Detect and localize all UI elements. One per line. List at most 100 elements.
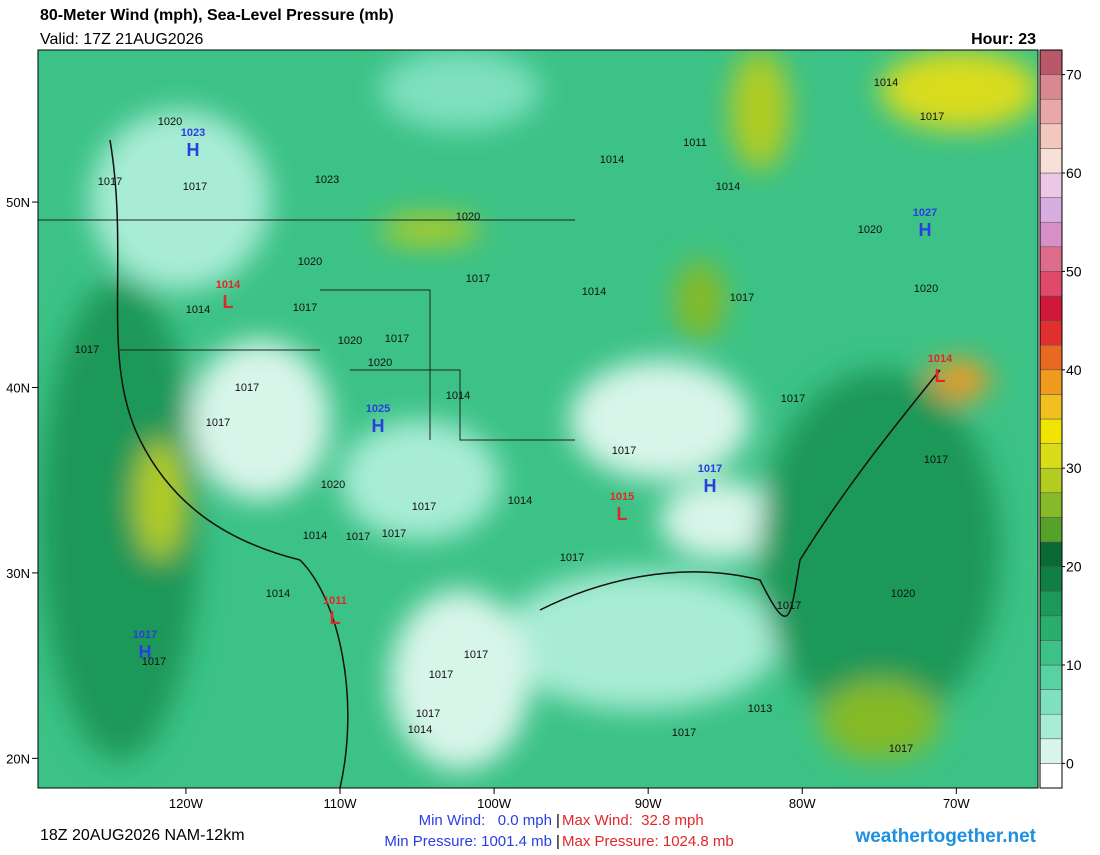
lon-label: 80W [789,796,816,811]
colorbar-label: 20 [1066,559,1082,575]
isobar-label: 1014 [874,77,898,89]
isobar-label: 1020 [456,211,480,223]
valid-time: Valid: 17Z 21AUG2026 [40,31,203,48]
lon-label: 90W [635,796,662,811]
lon-label: 110W [324,796,358,811]
colorbar-label: 30 [1066,460,1082,476]
colorbar-frame [1039,49,1063,789]
colorbar-band [1039,615,1063,641]
lat-label: 50N [6,195,30,210]
colorbar-band [1039,320,1063,346]
isobar-label: 1017 [924,454,948,466]
isobar-label: 1020 [914,283,938,295]
pressure-center-value: 1017 [133,629,157,641]
lon-label: 70W [943,796,970,811]
isobar-label: 1023 [315,174,339,186]
isobar-label: 1017 [612,445,636,457]
colorbar-band [1039,369,1063,395]
colorbar-band [1039,763,1063,789]
colorbar-band [1039,566,1063,592]
isobar-label: 1020 [321,479,345,491]
isobar-label: 1014 [303,530,327,542]
pressure-center-symbol: H [704,476,717,496]
isobar-label: 1017 [412,501,436,513]
isobar-label: 1014 [508,495,532,507]
isobar-label: 1011 [683,137,707,149]
colorbar-label: 0 [1066,755,1074,771]
max-pressure: Max Pressure: 1024.8 mb [562,833,734,850]
colorbar-band [1039,590,1063,617]
colorbar-band [1039,246,1063,272]
isobar-label: 1017 [672,727,696,739]
pressure-center-symbol: L [330,608,341,628]
colorbar-band [1039,418,1063,444]
wind-field [38,50,1038,788]
colorbar-label: 40 [1066,362,1082,378]
colorbar: 0 10 20 30 40 50 60 70 [1039,49,1082,789]
isobar-label: 1014 [446,390,470,402]
isobar-label: 1017 [235,382,259,394]
pressure-center-symbol: H [919,220,932,240]
separator: | [556,812,560,829]
pressure-center-value: 1011 [323,595,347,607]
isobar-label: 1017 [416,708,440,720]
colorbar-band [1039,713,1063,740]
isobar-label: 1017 [464,649,488,661]
colorbar-band [1039,344,1063,371]
isobar-label: 1017 [889,743,913,755]
site-name: weathertogether.net [854,826,1036,847]
isobar-label: 1017 [75,344,99,356]
colorbar-band [1039,738,1063,764]
isobar-label: 1017 [730,292,754,304]
model-run: 18Z 20AUG2026 NAM-12km [40,827,245,844]
min-wind: Min Wind: 0.0 mph [419,812,552,829]
isobar-label: 1017 [183,181,207,193]
isobar-label: 1017 [385,333,409,345]
pressure-center-value: 1015 [610,491,634,503]
colorbar-band [1039,148,1063,174]
isobar-label: 1014 [186,304,210,316]
pressure-center-value: 1023 [181,127,205,139]
isobar-label: 1014 [408,724,432,736]
isobar-label: 1014 [266,588,290,600]
colorbar-band [1039,467,1063,494]
forecast-hour: Hour: 23 [971,31,1036,48]
isobar-label: 1017 [560,552,584,564]
lat-label: 40N [6,380,30,395]
pressure-center-symbol: H [187,140,200,160]
colorbar-band [1039,541,1063,567]
colorbar-band [1039,295,1063,321]
isobar-label: 1020 [891,588,915,600]
isobar-label: 1017 [98,176,122,188]
map-frame [37,49,1039,789]
colorbar-band [1039,221,1063,248]
lon-label: 120W [169,796,204,811]
colorbar-label: 70 [1066,67,1082,83]
isobar-label: 1017 [429,669,453,681]
colorbar-band [1039,74,1063,100]
isobar-label: 1020 [368,357,392,369]
pressure-center-symbol: H [372,416,385,436]
isobar-label: 1017 [382,528,406,540]
colorbar-band [1039,664,1063,690]
colorbar-band [1039,98,1063,125]
colorbar-band [1039,443,1063,469]
pressure-center-value: 1027 [913,207,937,219]
isobar-label: 1017 [293,302,317,314]
pressure-center-symbol: L [223,292,234,312]
colorbar-label: 50 [1066,263,1082,279]
isobar-label: 1017 [206,417,230,429]
lon-label: 100W [477,796,512,811]
colorbar-band [1039,640,1063,666]
separator: | [556,833,560,850]
pressure-center-symbol: L [935,366,946,386]
colorbar-band [1039,689,1063,715]
isobar-label: 1020 [858,224,882,236]
isobar-label: 1017 [142,656,166,668]
isobar-label: 1013 [748,703,772,715]
isobar-label: 1020 [338,335,362,347]
colorbar-label: 10 [1066,657,1082,673]
pressure-center-symbol: L [617,504,628,524]
pressure-center-value: 1025 [366,403,390,415]
